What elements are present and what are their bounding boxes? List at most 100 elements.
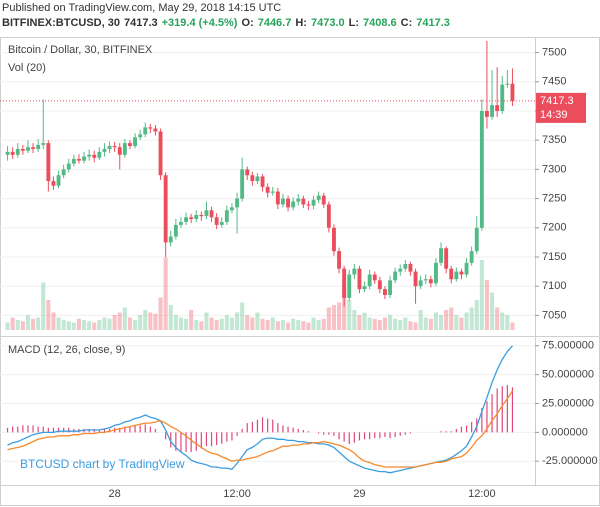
volume-bar <box>270 317 275 330</box>
candle-body <box>490 105 494 117</box>
volume-bar <box>321 318 326 330</box>
ohlc-label: H: <box>295 17 307 29</box>
volume-bar <box>408 321 413 330</box>
volume-bar <box>423 317 428 330</box>
candle-body <box>168 236 173 243</box>
volume-bar <box>194 320 199 330</box>
candle-body <box>444 248 449 269</box>
ohlc-label: O: <box>241 17 254 29</box>
candle-body <box>367 274 372 287</box>
candle-body <box>439 248 443 263</box>
macd-title: MACD (12, 26, close, 9) <box>8 344 125 356</box>
volume-bar <box>403 317 408 330</box>
candle-body <box>291 201 296 208</box>
y-tick-label: 0.000000 <box>542 426 588 438</box>
volume-bar <box>240 302 245 330</box>
volume-bar <box>168 305 173 330</box>
candle-body <box>377 280 382 290</box>
volume-bar <box>15 320 20 330</box>
candle-body <box>286 198 290 208</box>
candle-body <box>219 221 224 225</box>
candle-body <box>485 111 489 117</box>
volume-bar <box>428 318 433 330</box>
candle-body <box>372 274 377 281</box>
candle-body <box>260 176 265 187</box>
volume-bar <box>260 318 265 330</box>
candle-body <box>306 204 311 206</box>
volume-bar <box>505 315 510 330</box>
candle-body <box>148 127 153 129</box>
volume-bar <box>25 315 30 330</box>
candle-body <box>326 204 331 228</box>
candle-body <box>413 271 418 287</box>
candle-body <box>388 280 392 295</box>
candle-body <box>332 227 336 252</box>
volume-title: Vol (20) <box>8 62 46 74</box>
volume-bar <box>449 307 454 330</box>
volume-bar <box>291 318 296 330</box>
volume-bar <box>413 322 418 330</box>
candle-body <box>393 271 398 281</box>
volume-bar <box>235 312 240 330</box>
volume-bar <box>377 320 382 330</box>
volume-bar <box>245 315 250 330</box>
volume-bar <box>418 310 423 330</box>
candle-body <box>46 143 51 182</box>
candle-body <box>153 128 158 132</box>
candle-body <box>158 131 163 176</box>
candle-body <box>56 175 61 186</box>
candle-body <box>479 111 484 228</box>
volume-bar <box>209 317 214 330</box>
volume-bar <box>469 307 474 330</box>
volume-bar <box>46 300 51 330</box>
candle-body <box>128 143 132 147</box>
candle-body <box>459 271 464 275</box>
candle-body <box>143 127 148 135</box>
candle-body <box>240 169 245 199</box>
y-tick-label: 7500 <box>542 47 566 59</box>
volume-bar <box>214 320 219 330</box>
candle-body <box>301 198 306 205</box>
volume-bar <box>138 315 143 330</box>
volume-bar <box>51 312 56 330</box>
candle-body <box>449 268 454 280</box>
y-tick-label: -25.000000 <box>542 455 598 467</box>
ohlc-value: 7473.0 <box>310 17 345 29</box>
volume-bar <box>474 300 479 330</box>
volume-bar <box>133 320 138 330</box>
volume-bar <box>459 317 464 330</box>
volume-bar <box>143 310 148 330</box>
candle-body <box>321 195 326 205</box>
volume-bar <box>500 312 505 330</box>
volume-bar <box>255 312 260 330</box>
candle-body <box>500 84 505 111</box>
candle-body <box>428 279 433 284</box>
candle-body <box>133 137 137 147</box>
volume-bar <box>265 320 270 330</box>
volume-bar <box>102 317 107 330</box>
volume-bar <box>388 315 393 330</box>
candle-body <box>189 217 194 220</box>
volume-bar <box>352 310 357 330</box>
candle-body <box>82 156 86 161</box>
candle-body <box>163 175 168 243</box>
candle-body <box>454 271 459 280</box>
candle-body <box>138 134 143 138</box>
volume-bar <box>510 322 515 330</box>
volume-bar <box>326 307 331 330</box>
volume-bar <box>224 315 229 330</box>
y-tick-label: 7050 <box>542 309 566 321</box>
candle-body <box>71 158 76 164</box>
volume-bar <box>92 322 97 330</box>
volume-bar <box>117 312 122 330</box>
ohlc-value: 7417.3 <box>416 17 450 29</box>
candle-body <box>51 181 56 186</box>
candle-body <box>469 251 474 263</box>
ohlc-value: 7408.6 <box>363 17 397 29</box>
volume-bar <box>439 315 444 330</box>
candle-body <box>398 268 403 272</box>
x-tick-label: 12:00 <box>223 488 251 500</box>
volume-bar <box>204 312 209 330</box>
candle-body <box>66 163 71 170</box>
